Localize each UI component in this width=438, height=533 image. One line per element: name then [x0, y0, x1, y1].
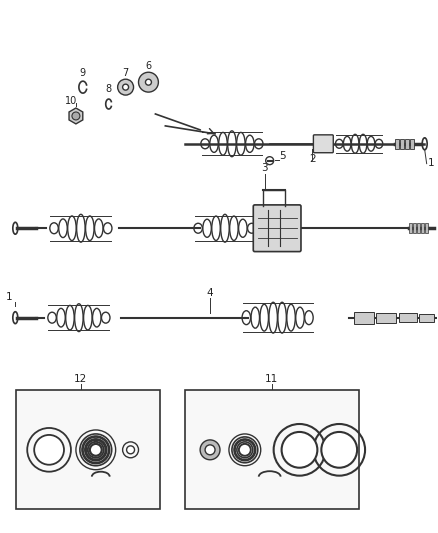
Text: 12: 12	[74, 374, 88, 384]
Circle shape	[239, 444, 251, 456]
Text: 5: 5	[279, 151, 286, 160]
Bar	[409, 223, 412, 233]
Circle shape	[82, 436, 110, 464]
Circle shape	[127, 446, 134, 454]
Polygon shape	[69, 108, 83, 124]
Text: 9: 9	[80, 68, 86, 78]
Text: 11: 11	[265, 374, 278, 384]
Text: 4: 4	[207, 288, 213, 298]
Text: 3: 3	[261, 163, 268, 173]
Text: 1: 1	[6, 292, 13, 302]
Circle shape	[200, 440, 220, 460]
Circle shape	[123, 84, 129, 90]
Text: 10: 10	[65, 96, 77, 106]
Circle shape	[138, 72, 159, 92]
Bar	[419, 314, 434, 321]
Bar	[354, 312, 374, 324]
Bar	[421, 223, 424, 233]
Bar	[185, 390, 359, 510]
Circle shape	[234, 439, 256, 461]
Circle shape	[145, 79, 152, 85]
Text: 6: 6	[145, 61, 152, 71]
Circle shape	[90, 444, 102, 456]
Text: 2: 2	[309, 154, 316, 164]
FancyBboxPatch shape	[253, 205, 301, 252]
Text: 7: 7	[123, 68, 129, 78]
Bar	[405, 139, 409, 149]
Circle shape	[237, 442, 253, 458]
Circle shape	[205, 445, 215, 455]
Circle shape	[34, 435, 64, 465]
Circle shape	[72, 112, 80, 120]
Bar	[16, 390, 160, 510]
Bar	[417, 223, 420, 233]
Bar	[425, 223, 427, 233]
Bar	[400, 139, 404, 149]
Circle shape	[118, 79, 134, 95]
Bar	[399, 313, 417, 321]
Bar	[395, 139, 399, 149]
Circle shape	[321, 432, 357, 468]
Text: 1: 1	[427, 158, 434, 168]
Bar	[376, 313, 396, 322]
FancyBboxPatch shape	[314, 135, 333, 153]
Bar	[410, 139, 414, 149]
Text: 8: 8	[106, 84, 112, 94]
Bar	[413, 223, 416, 233]
Circle shape	[85, 439, 107, 461]
Circle shape	[282, 432, 318, 468]
Circle shape	[88, 442, 104, 458]
